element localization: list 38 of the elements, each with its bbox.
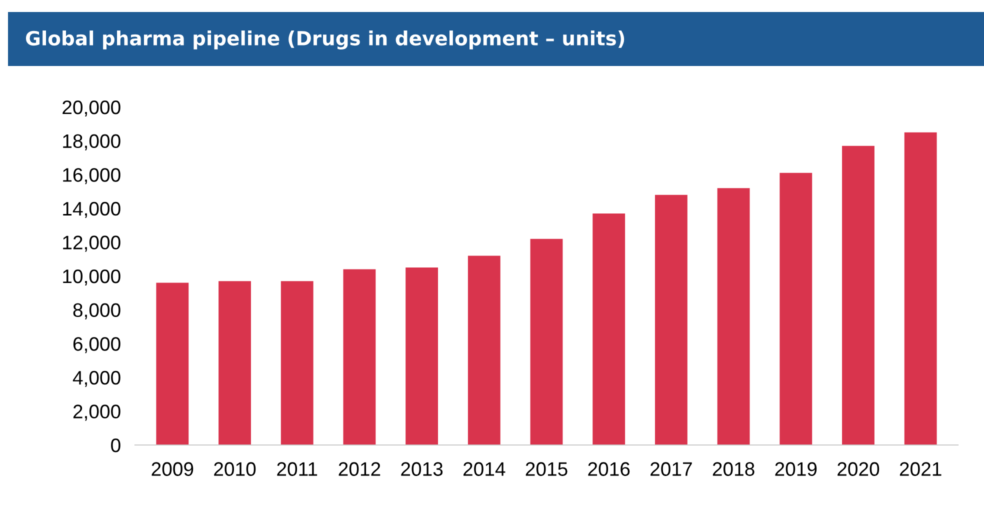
bar: [468, 256, 500, 445]
bar: [156, 282, 189, 445]
y-tick-label: 8,000: [73, 303, 120, 320]
x-tick-label: 2011: [277, 462, 318, 476]
y-tick-label: 20,000: [62, 100, 120, 117]
bar: [406, 268, 438, 445]
y-tick-label: 10,000: [63, 269, 120, 286]
x-tick-label: 2014: [464, 462, 506, 476]
x-tick-label: 2012: [338, 462, 380, 476]
bar: [343, 269, 376, 445]
chart-title: Global pharma pipeline (Drugs in development – units): [26, 30, 624, 50]
bar: [842, 146, 874, 445]
bar: [592, 213, 626, 445]
bar: [780, 172, 812, 445]
y-tick-label: 16,000: [63, 168, 120, 184]
x-tick-label: 2010: [214, 462, 256, 476]
x-tick-label: 2018: [712, 462, 754, 476]
y-tick-label: 12,000: [63, 236, 120, 252]
y-tick-label: 14,000: [63, 202, 120, 218]
bar: [904, 132, 937, 445]
bar: [218, 281, 251, 445]
y-tick-label: 0: [111, 438, 120, 452]
y-tick-label: 4,000: [72, 370, 120, 387]
y-tick-label: 6,000: [73, 337, 120, 354]
y-tick-label: 2,000: [73, 404, 120, 421]
bar: [654, 194, 688, 445]
x-tick-label: 2009: [152, 462, 194, 476]
bar: [717, 188, 750, 445]
x-tick-label: 2019: [775, 462, 817, 476]
bar: [530, 238, 563, 445]
x-tick-label: 2013: [401, 462, 443, 476]
x-tick-label: 2021: [900, 462, 942, 476]
y-tick-label: 18,000: [63, 134, 120, 150]
x-tick-label: 2015: [526, 462, 568, 476]
x-tick-label: 2017: [650, 462, 692, 476]
bar: [280, 281, 314, 445]
x-tick-label: 2020: [838, 462, 880, 476]
x-tick-label: 2016: [588, 462, 630, 476]
